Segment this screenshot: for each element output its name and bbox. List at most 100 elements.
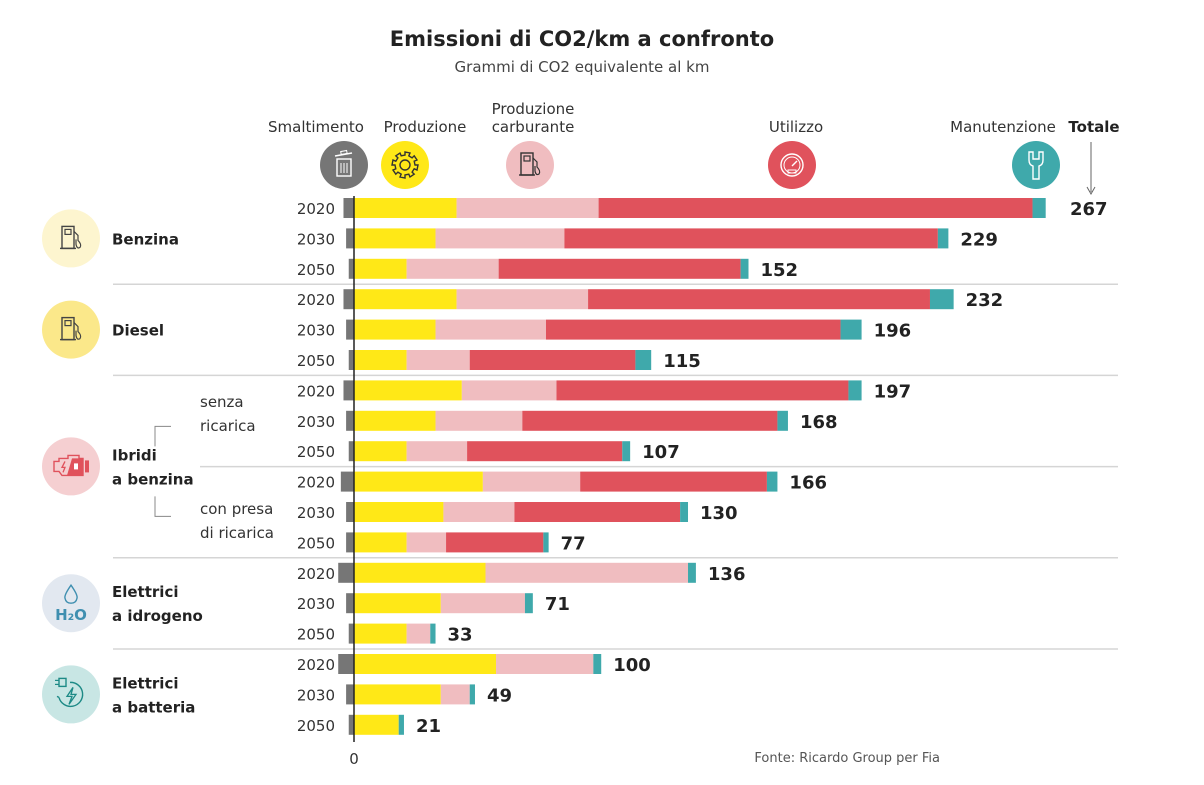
bar-segment-manutenzione [635, 350, 652, 370]
svg-text:H₂O: H₂O [55, 606, 87, 624]
bar-segment-carburante [482, 471, 581, 492]
bar-segment-carburante [456, 198, 599, 218]
bar-row: 2030 229 [297, 228, 998, 250]
arrow-head-icon [1086, 186, 1096, 196]
bar-row: 2030 130 [297, 502, 738, 524]
group-label: Elettrici [112, 583, 178, 601]
bar-segment-produzione [354, 228, 436, 249]
year-label: 2030 [297, 504, 335, 522]
bar-segment-produzione [354, 289, 457, 310]
bar-segment-smaltimento [346, 684, 354, 705]
bar-row: 2030 168 [297, 410, 838, 433]
bar-segment-smaltimento [346, 410, 354, 431]
bar-segment-smaltimento [348, 623, 354, 644]
bar-row: 2020 197 [297, 380, 911, 402]
zero-tick-label: 0 [349, 750, 359, 768]
bar-segment-manutenzione [430, 623, 436, 644]
legend-label-utilizzo: Utilizzo [769, 118, 823, 136]
total-label: 166 [789, 473, 827, 494]
bar-segment-carburante [443, 502, 515, 522]
total-label: 100 [613, 655, 651, 676]
bar-segment-manutenzione [777, 410, 788, 431]
year-label: 2020 [297, 291, 335, 309]
bar-segment-produzione [354, 502, 444, 522]
bar-row: 2050 152 [297, 258, 799, 281]
bar-row: 2050 21 [297, 714, 441, 737]
subgroup-label: di ricarica [200, 524, 274, 542]
bar-segment-smaltimento [346, 228, 354, 249]
gear-icon [381, 141, 429, 189]
group-label: Ibridi [112, 446, 157, 464]
year-label: 2030 [297, 686, 335, 704]
bar-segment-smaltimento [340, 471, 354, 492]
legend: Smaltimento ProduzioneProduzionecarburant… [268, 100, 1120, 196]
legend-label-carburante: Produzione [492, 100, 575, 118]
bar-segment-manutenzione [688, 562, 696, 583]
bracket-bottom [154, 496, 171, 517]
total-label: 196 [874, 321, 912, 342]
total-label: 152 [761, 260, 799, 281]
year-label: 2020 [297, 200, 335, 218]
bar-segment-produzione [354, 684, 441, 705]
total-label: 107 [642, 442, 680, 463]
bar-segment-produzione [354, 319, 436, 340]
bar-segment-manutenzione [840, 319, 862, 340]
bar-segment-smaltimento [348, 441, 354, 462]
group-label: Benzina [112, 230, 179, 248]
bar-segment-utilizzo [469, 350, 636, 370]
bar-segment-smaltimento [338, 562, 354, 583]
bar-segment-carburante [406, 350, 470, 370]
year-label: 2030 [297, 595, 335, 613]
bar-row: 2030 196 [297, 319, 912, 342]
total-label: 168 [800, 412, 838, 433]
bar-segment-manutenzione [593, 654, 602, 674]
bar-segment-carburante [461, 380, 557, 401]
bar-segment-produzione [354, 593, 441, 614]
bar-segment-produzione [354, 623, 407, 644]
bar-segment-manutenzione [740, 258, 749, 279]
bar-segment-smaltimento [343, 380, 354, 401]
year-label: 2030 [297, 230, 335, 248]
year-label: 2050 [297, 352, 335, 370]
year-label: 2020 [297, 382, 335, 400]
chart-title: Emissioni di CO2/km a confronto [390, 27, 774, 51]
bar-segment-manutenzione [469, 684, 475, 705]
source-note: Fonte: Ricardo Group per Fia [754, 751, 940, 766]
bar-row: 2030 49 [297, 684, 512, 706]
bar-row: 2020 232 [297, 289, 1003, 311]
bar-segment-utilizzo [446, 532, 544, 553]
total-label: 136 [708, 564, 746, 585]
bar-segment-manutenzione [848, 380, 862, 401]
bar-segment-utilizzo [545, 319, 841, 340]
total-label: 21 [416, 716, 441, 737]
chart-rows: 2020 267 2030 229 2050 152 2020 232 2030 196 2050 1… [297, 198, 1108, 737]
bar-segment-carburante [406, 258, 499, 279]
bar-segment-utilizzo [598, 198, 1033, 218]
legend-label-smaltimento: Smaltimento [268, 118, 364, 136]
bar-segment-produzione [354, 441, 407, 462]
bar-segment-smaltimento [338, 654, 354, 674]
bar-segment-carburante [435, 319, 546, 340]
legend-label-produzione: Produzione [384, 118, 467, 136]
year-label: 2020 [297, 565, 335, 583]
chart-subtitle: Grammi di CO2 equivalente al km [455, 58, 710, 76]
total-label: 267 [1070, 199, 1108, 220]
bar-segment-carburante [406, 441, 468, 462]
bar-segment-smaltimento [346, 532, 354, 553]
bar-segment-produzione [354, 714, 399, 735]
group-label: a idrogeno [112, 607, 203, 625]
bar-segment-carburante [456, 289, 589, 310]
bar-segment-manutenzione [524, 593, 533, 614]
bar-segment-produzione [354, 258, 407, 279]
bar-row: 2020 166 [297, 471, 827, 494]
fuel-pump-icon [506, 141, 554, 189]
trash-icon [320, 141, 368, 189]
year-label: 2050 [297, 261, 335, 279]
bar-segment-carburante [485, 562, 689, 583]
bar-row: 2050 115 [297, 350, 701, 372]
bar-segment-produzione [354, 380, 462, 401]
legend-label-manutenzione: Manutenzione [950, 118, 1056, 136]
bar-segment-smaltimento [348, 714, 354, 735]
year-label: 2050 [297, 717, 335, 735]
legend-label-totale: Totale [1068, 118, 1119, 136]
